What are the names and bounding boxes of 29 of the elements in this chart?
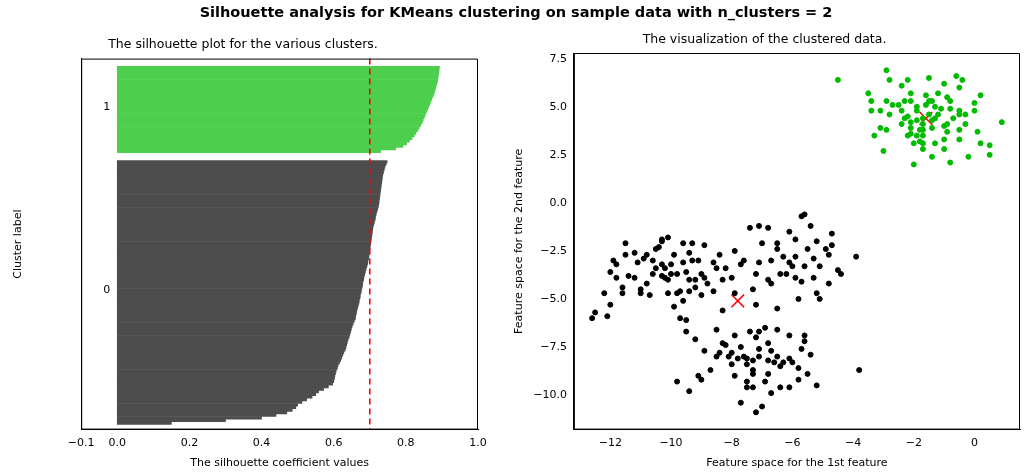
x-tick-label: 0 [970, 436, 978, 450]
y-tick-label: 2.5 [549, 147, 567, 161]
y-tick-label: −5.0 [540, 291, 567, 305]
x-axis-title: Feature space for the 1st feature [706, 456, 888, 470]
x-tick-label: −8 [723, 436, 740, 450]
x-tick-label: 0.4 [252, 436, 271, 450]
y-axis-title: Feature space for the 2nd feature [512, 148, 526, 334]
x-tick-label: 0.6 [324, 436, 343, 450]
y-tick-label: −2.5 [540, 243, 567, 257]
x-tick-label: 0.2 [180, 436, 199, 450]
y-tick-label: 1 [103, 99, 111, 113]
y-tick-label: 5.0 [549, 99, 567, 113]
y-tick-label: 7.5 [549, 51, 567, 65]
x-tick-label: 0.8 [397, 436, 415, 450]
chart-title: The silhouette plot for the various clusters. [107, 36, 378, 52]
x-tick-label: −2 [905, 436, 922, 450]
y-tick-label: −7.5 [540, 339, 567, 353]
x-tick-label: −6 [784, 436, 801, 450]
x-tick-label: 1.0 [469, 436, 487, 450]
x-tick-label: −0.1 [67, 436, 95, 450]
x-tick-label: −12 [598, 436, 622, 450]
y-axis-title: Cluster label [11, 209, 25, 279]
y-tick-label: 0.0 [549, 195, 567, 209]
y-tick-label: −10.0 [533, 387, 567, 401]
x-axis-title: The silhouette coefficient values [189, 456, 370, 470]
chart-title: The visualization of the clustered data. [641, 30, 887, 46]
text: Silhouette analysis for KMeans clustering on sample data with n_clusters = 2 [198, 4, 834, 20]
x-tick-label: −4 [844, 436, 862, 450]
x-tick-label: −10 [659, 436, 683, 450]
